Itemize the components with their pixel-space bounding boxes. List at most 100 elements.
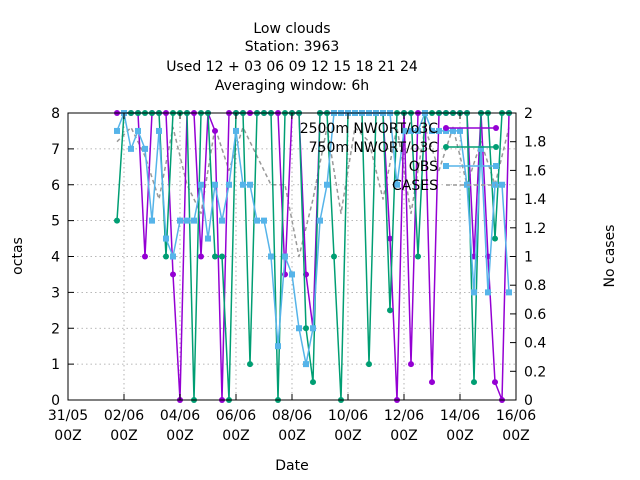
x-axis-label: Date [275, 458, 308, 474]
data-point [219, 217, 225, 224]
data-point [163, 235, 169, 242]
legend-entry: 2500m NWORT/o3C [300, 121, 499, 137]
legend-label: CASES [392, 178, 438, 194]
data-point [212, 181, 218, 188]
x-tick-label-hour: 00Z [390, 428, 417, 444]
title-line-2: Station: 3963 [245, 39, 340, 55]
data-point [415, 253, 421, 260]
data-point [471, 289, 477, 296]
y2-tick-label: 0.2 [524, 364, 546, 380]
y-tick-label: 0 [51, 393, 60, 409]
data-point [163, 253, 169, 260]
y2-tick-label: 1.8 [524, 135, 546, 151]
legend-entry: OBS [409, 159, 499, 175]
data-point [310, 379, 316, 386]
data-point [387, 235, 393, 242]
data-point [212, 253, 218, 260]
legend-label: 750m NWORT/o3C [309, 140, 439, 156]
data-point [303, 325, 309, 332]
data-point [492, 379, 498, 386]
data-point [324, 181, 330, 188]
legend-label: 2500m NWORT/o3C [300, 121, 439, 137]
data-point [436, 127, 442, 134]
x-tick-label-date: 10/06 [328, 408, 368, 424]
data-point [205, 235, 211, 242]
x-tick-label-hour: 00Z [446, 428, 473, 444]
y-tick-label: 7 [51, 142, 60, 158]
data-point [408, 127, 414, 134]
legend-marker [443, 144, 449, 150]
x-tick-label-date: 08/06 [272, 408, 312, 424]
data-point [492, 235, 498, 242]
y-tick-label: 1 [51, 357, 60, 373]
y-tick-label: 5 [51, 214, 60, 230]
legend-marker [493, 125, 499, 131]
data-point [317, 217, 323, 224]
data-point [149, 217, 155, 224]
y2-tick-label: 0 [524, 393, 533, 409]
data-point [184, 217, 190, 224]
legend: 2500m NWORT/o3C 750m NWORT/o3C OBS CASES [300, 121, 499, 194]
title-line-1: Low clouds [253, 21, 330, 37]
data-point [457, 127, 463, 134]
y-tick-label: 3 [51, 285, 60, 301]
data-point [282, 253, 288, 260]
data-point [450, 127, 456, 134]
data-point [170, 271, 176, 278]
data-point [212, 127, 218, 134]
x-tick-label-hour: 00Z [334, 428, 361, 444]
data-point [394, 181, 400, 188]
x-tick-label-date: 16/06 [496, 408, 536, 424]
chart-title: Low clouds Station: 3963 Used 12 + 03 06… [166, 21, 418, 94]
data-point [268, 253, 274, 260]
data-point [499, 181, 505, 188]
data-point [331, 253, 337, 260]
y2-tick-label: 1.2 [524, 221, 546, 237]
x-tick-label-date: 12/06 [384, 408, 424, 424]
x-tick-label-date: 14/06 [440, 408, 480, 424]
y-tick-label: 6 [51, 178, 60, 194]
data-point [198, 181, 204, 188]
data-point [275, 343, 281, 350]
series-line [116, 126, 510, 258]
x-tick-label-date: 04/06 [160, 408, 200, 424]
y2-tick-label: 0.4 [524, 336, 546, 352]
data-point [401, 127, 407, 134]
y-tick-label: 2 [51, 321, 60, 337]
grid [68, 113, 516, 400]
data-point [240, 181, 246, 188]
data-point [289, 271, 295, 278]
data-point [261, 217, 267, 224]
x-tick-label-date: 31/05 [48, 408, 88, 424]
series-3 [116, 126, 510, 258]
y2-tick-label: 2 [524, 106, 533, 122]
x-tick-label-hour: 00Z [222, 428, 249, 444]
data-point [408, 361, 414, 368]
x-tick-label-hour: 00Z [54, 428, 81, 444]
legend-marker [493, 163, 499, 169]
data-point [296, 325, 302, 332]
y-tick-label: 8 [51, 106, 60, 122]
data-point [471, 379, 477, 386]
y2-tick-label: 0.8 [524, 278, 546, 294]
data-point [254, 217, 260, 224]
x-tick-label-date: 06/06 [216, 408, 256, 424]
data-point [114, 127, 120, 134]
y-axis-label: octas [10, 237, 26, 275]
y-tick-label: 4 [51, 250, 60, 266]
x-tick-label-date: 02/06 [104, 408, 144, 424]
data-point [247, 181, 253, 188]
data-point [177, 217, 183, 224]
data-point [142, 145, 148, 152]
data-point [506, 289, 512, 296]
legend-entry: 750m NWORT/o3C [309, 140, 499, 156]
data-point [128, 145, 134, 152]
data-point [429, 127, 435, 134]
x-tick-label-hour: 00Z [166, 428, 193, 444]
legend-marker [493, 144, 499, 150]
data-point [226, 181, 232, 188]
data-point [303, 361, 309, 368]
data-point [219, 253, 225, 260]
legend-label: OBS [409, 159, 438, 175]
